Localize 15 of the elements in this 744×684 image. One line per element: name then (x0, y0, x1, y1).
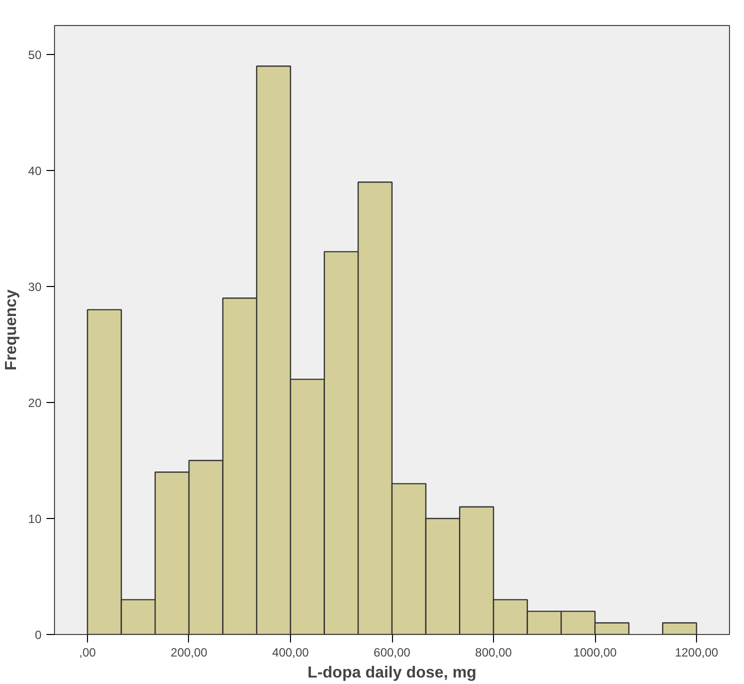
x-tick-label: 600,00 (374, 646, 411, 660)
y-tick-label: 40 (28, 164, 42, 178)
x-tick-label: 200,00 (170, 646, 208, 660)
y-axis-title: Frequency (3, 289, 20, 370)
x-tick-label: 1000,00 (573, 646, 618, 660)
x-axis-title: L-dopa daily dose, mg (308, 664, 476, 682)
x-tick-label: 800,00 (475, 646, 512, 660)
y-tick-label: 20 (28, 396, 42, 410)
y-tick-label: 30 (28, 280, 42, 294)
x-tick-label: 400,00 (272, 646, 310, 660)
y-tick-label: 10 (28, 512, 42, 526)
x-tick-label: ,00 (79, 646, 96, 660)
x-tick-label: 1200,00 (674, 646, 719, 660)
y-tick-label: 0 (34, 628, 42, 642)
y-tick-label: 50 (28, 48, 42, 62)
